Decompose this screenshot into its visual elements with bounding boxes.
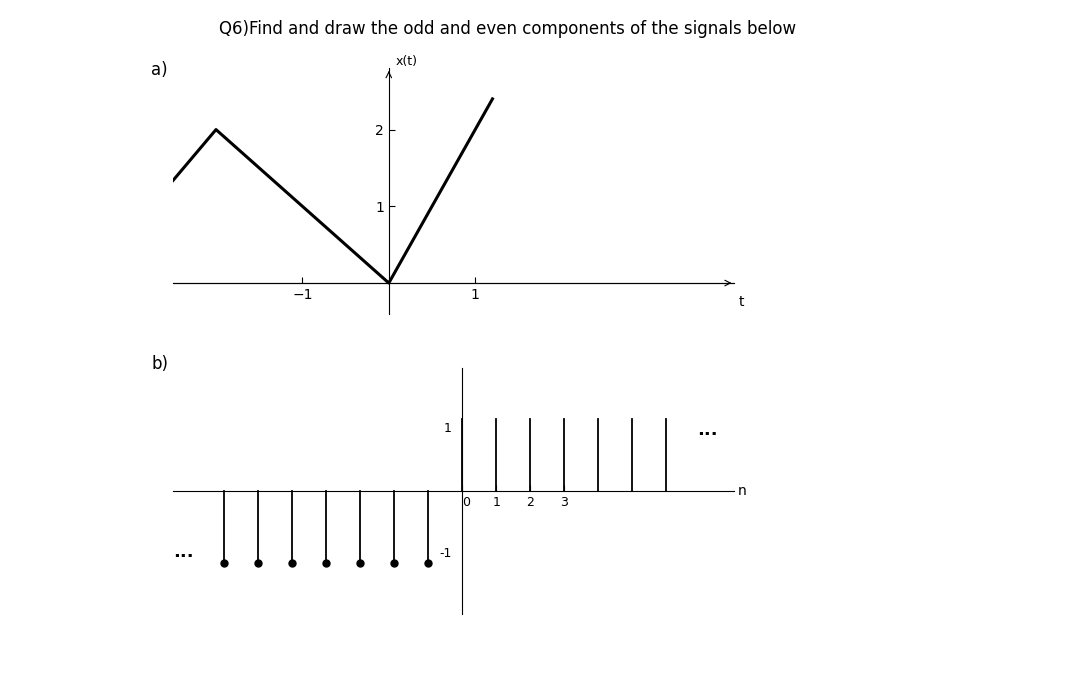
Text: ...: ... — [173, 544, 193, 561]
Text: t: t — [739, 295, 744, 308]
Text: -1: -1 — [440, 547, 451, 560]
Text: x(t): x(t) — [395, 55, 418, 68]
Text: Q6)Find and draw the odd and even components of the signals below: Q6)Find and draw the odd and even compon… — [219, 20, 796, 38]
Text: n: n — [738, 484, 746, 498]
Text: 1: 1 — [444, 422, 451, 435]
Text: a): a) — [151, 61, 167, 79]
Text: ...: ... — [697, 421, 717, 439]
Text: b): b) — [151, 355, 168, 372]
